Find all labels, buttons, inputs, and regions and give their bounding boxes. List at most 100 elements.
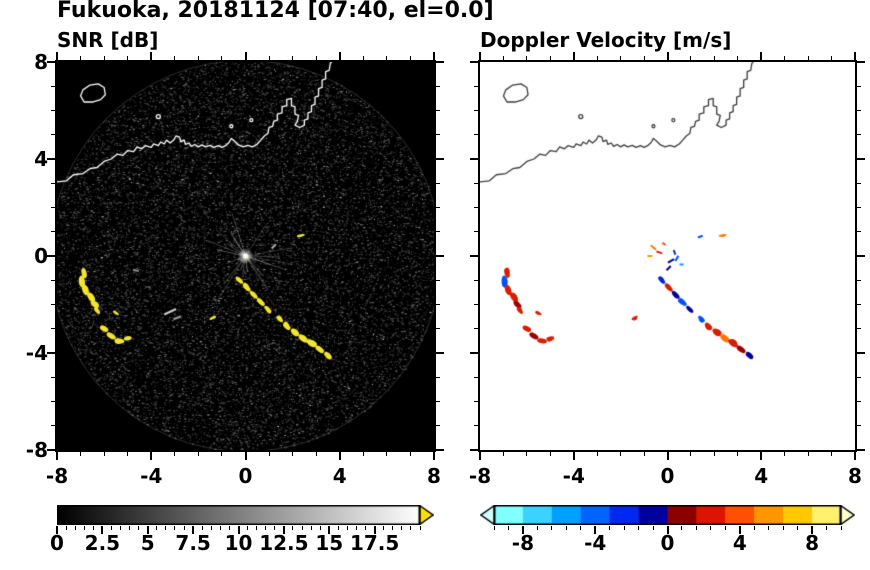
colorbar-tick <box>183 526 185 530</box>
axis-tick <box>80 56 82 60</box>
colorbar-tick-label: 5 <box>140 531 155 555</box>
axis-tick <box>643 56 645 60</box>
axis-tick <box>244 52 247 60</box>
axis-tick <box>474 279 478 281</box>
axis-tick <box>807 452 809 456</box>
axis-tick <box>221 452 223 456</box>
colorbar-tick <box>666 526 669 534</box>
axis-tick <box>436 61 444 63</box>
axis-tick <box>436 376 440 378</box>
colorbar-tick <box>301 526 303 530</box>
colorbar-tick <box>138 526 140 530</box>
x-tick-label: 4 <box>754 464 769 488</box>
colorbar-tick <box>274 526 276 530</box>
axis-tick <box>857 231 861 233</box>
axis-tick <box>807 56 809 60</box>
axis-tick <box>51 207 55 208</box>
axis-tick <box>150 452 153 460</box>
colorbar-tick <box>56 526 58 534</box>
doppler-plot-canvas <box>480 62 855 450</box>
axis-tick <box>572 52 575 60</box>
colorbar-tick <box>419 526 421 530</box>
colorbar-tick <box>92 526 94 530</box>
axis-tick <box>857 134 861 136</box>
axis-tick <box>857 61 865 63</box>
axis-tick <box>338 52 341 60</box>
axis-tick <box>47 449 55 451</box>
colorbar-tick <box>782 526 784 530</box>
axis-tick <box>526 56 528 60</box>
axis-tick <box>857 376 861 378</box>
axis-tick <box>857 207 861 208</box>
axis-tick <box>857 328 861 330</box>
colorbar-tick <box>219 526 221 530</box>
axis-tick <box>51 231 55 233</box>
axis-tick <box>857 158 865 160</box>
axis-tick <box>784 56 786 60</box>
axis-tick <box>436 304 440 305</box>
colorbar-tick <box>811 526 814 534</box>
colorbar-tick <box>337 526 339 530</box>
axis-tick <box>666 452 669 460</box>
axis-tick <box>268 452 270 456</box>
colorbar-tick <box>237 526 240 534</box>
x-tick-label: 8 <box>427 464 441 488</box>
axis-tick <box>474 134 478 136</box>
axis-tick <box>315 56 317 60</box>
axis-tick <box>857 425 861 427</box>
colorbar-tick <box>174 526 176 530</box>
axis-tick <box>51 182 55 184</box>
axis-tick <box>362 452 364 456</box>
colorbar-tick <box>265 526 267 530</box>
axis-tick <box>436 255 444 257</box>
axis-tick <box>47 158 55 160</box>
axis-tick <box>436 328 440 330</box>
colorbar-tick-label: -4 <box>584 531 607 555</box>
x-tick-label: -4 <box>562 464 585 488</box>
axis-tick <box>315 452 317 456</box>
axis-tick <box>292 452 294 456</box>
colorbar-tick-label: -8 <box>511 531 535 555</box>
colorbar-tick <box>110 526 112 530</box>
axis-tick <box>857 255 865 257</box>
colorbar-tick <box>401 526 403 530</box>
colorbar-tick <box>310 526 312 530</box>
axis-tick <box>831 452 833 456</box>
axis-tick <box>690 56 692 60</box>
colorbar-tick <box>256 526 258 530</box>
axis-tick <box>433 52 435 60</box>
colorbar-tick <box>840 526 842 530</box>
axis-tick <box>127 452 129 456</box>
axis-tick <box>51 85 55 87</box>
axis-tick <box>857 401 861 402</box>
colorbar-tick <box>156 526 158 530</box>
axis-tick <box>197 56 199 60</box>
colorbar-tick <box>383 526 385 530</box>
colorbar-tick <box>365 526 367 530</box>
axis-tick <box>244 452 247 460</box>
colorbar-tick <box>355 526 357 530</box>
colorbar-tick <box>346 526 348 530</box>
x-tick-label: 8 <box>848 464 862 488</box>
y-tick-label: 8 <box>34 50 48 74</box>
axis-tick <box>436 207 440 208</box>
x-tick-label: -8 <box>468 464 492 488</box>
colorbar-tick-label: 2.5 <box>84 531 121 555</box>
colorbar-tick <box>410 526 412 530</box>
axis-tick <box>47 255 55 257</box>
axis-tick <box>857 182 861 184</box>
colorbar-tick-label: 8 <box>805 531 820 555</box>
axis-tick <box>409 56 411 60</box>
axis-tick <box>620 56 622 60</box>
axis-tick <box>857 304 861 305</box>
axis-tick <box>737 56 739 60</box>
x-tick-label: -8 <box>45 464 69 488</box>
axis-tick <box>436 158 444 160</box>
colorbar-tick <box>565 526 567 530</box>
colorbar-tick <box>652 526 654 530</box>
colorbar-tick <box>681 526 683 530</box>
axis-tick <box>474 231 478 233</box>
colorbar-tick <box>768 526 770 530</box>
axis-tick <box>436 449 444 451</box>
